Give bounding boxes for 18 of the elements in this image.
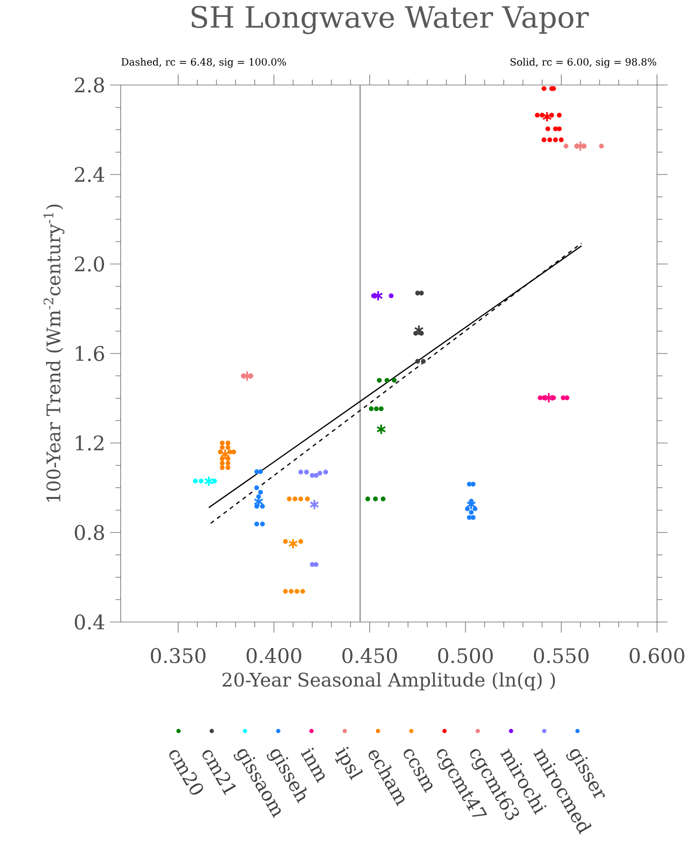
chart-title: SH Longwave Water Vapor	[192, 6, 589, 34]
y-tick-label: 1.2	[76, 435, 104, 451]
y-tick-label: 2.0	[74, 256, 104, 272]
y-tick-label: 2.4	[74, 166, 104, 182]
y-tick-label: 1.6	[76, 346, 104, 362]
y-axis-title: 100-Year Trend (Wm$^{-2}$century$^{-1}$)	[44, 204, 64, 502]
x-axis-title: 20-Year Seasonal Amplitude (ln(q) )	[222, 672, 555, 690]
x-tick-label: 0.600	[630, 648, 684, 664]
y-tick-label: 0.8	[74, 524, 104, 540]
text: Dashed, rc = 6.48, sig = 100.0%	[122, 58, 286, 68]
x-tick-label: 0.500	[438, 648, 493, 664]
x-tick-label: 0.450	[342, 648, 397, 664]
text: Solid, rc = 6.00, sig = 98.8%	[510, 58, 656, 68]
x-tick-label: 0.400	[246, 648, 302, 664]
y-tick-label: 2.8	[74, 77, 104, 93]
x-tick-label: 0.350	[150, 648, 206, 664]
x-tick-label: 0.550	[534, 648, 589, 664]
y-tick-label: 0.4	[74, 614, 104, 630]
